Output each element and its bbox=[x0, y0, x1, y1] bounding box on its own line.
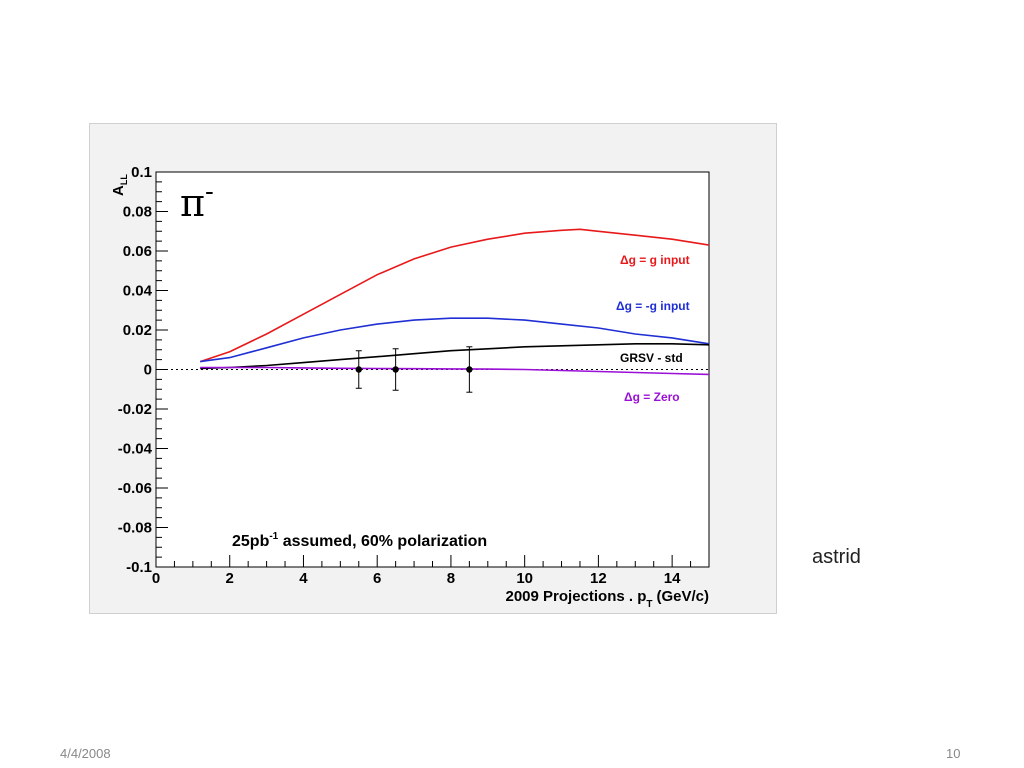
x-tick-label: 4 bbox=[299, 570, 308, 587]
y-tick-label: 0.08 bbox=[123, 204, 152, 221]
projection-point bbox=[355, 366, 362, 373]
chart-title: π- bbox=[180, 177, 214, 225]
y-axis-label: ALL bbox=[110, 174, 129, 196]
series-line-1 bbox=[200, 317, 710, 363]
series-line-2 bbox=[200, 343, 710, 370]
y-tick-label: -0.06 bbox=[118, 480, 152, 497]
legend-label-zero: Δg = Zero bbox=[624, 390, 680, 404]
annotation-text: 25pb-1 assumed, 60% polarization bbox=[232, 531, 487, 550]
x-tick-label: 8 bbox=[447, 570, 455, 587]
series-line-3 bbox=[200, 366, 710, 376]
y-tick-label: -0.1 bbox=[126, 559, 152, 576]
x-axis-label: 2009 Projections . pT (GeV/c) bbox=[505, 588, 709, 610]
page-number: 10 bbox=[946, 746, 961, 761]
y-tick-label: 0 bbox=[144, 362, 152, 379]
side-note: astrid bbox=[812, 546, 861, 568]
x-tick-label: 2 bbox=[226, 570, 234, 587]
footer-date: 4/4/2008 bbox=[60, 746, 111, 761]
x-tick-label: 14 bbox=[664, 570, 681, 587]
chart-svg: 0 2 4 6 8 10 12 14 0.1 0.08 0.06 0.04 0.02 0 -0.02 -0.0… bbox=[110, 164, 710, 610]
x-tick-label: 12 bbox=[590, 570, 607, 587]
y-tick-label: 0.02 bbox=[123, 322, 152, 339]
legend-label-grsv-std: GRSV - std bbox=[620, 351, 683, 365]
x-tick-label: 10 bbox=[516, 570, 533, 587]
x-tick-label: 6 bbox=[373, 570, 381, 587]
legend-label-neg-g-input: Δg = -g input bbox=[616, 299, 690, 313]
y-tick-label: -0.08 bbox=[118, 520, 152, 537]
series-line-0 bbox=[199, 228, 710, 363]
y-tick-label: 0.1 bbox=[131, 164, 152, 181]
x-tick-label: 0 bbox=[152, 570, 160, 587]
legend-label-g-input: Δg = g input bbox=[620, 253, 690, 267]
y-tick-label: 0.04 bbox=[123, 283, 153, 300]
projection-point bbox=[466, 366, 473, 373]
y-tick-label: 0.06 bbox=[123, 243, 152, 260]
figure-panel: 0 2 4 6 8 10 12 14 0.1 0.08 0.06 0.04 0.02 0 -0.02 -0.0… bbox=[89, 123, 777, 614]
y-tick-label: -0.04 bbox=[118, 441, 153, 458]
projection-point bbox=[392, 366, 399, 373]
y-tick-label: -0.02 bbox=[118, 401, 152, 418]
